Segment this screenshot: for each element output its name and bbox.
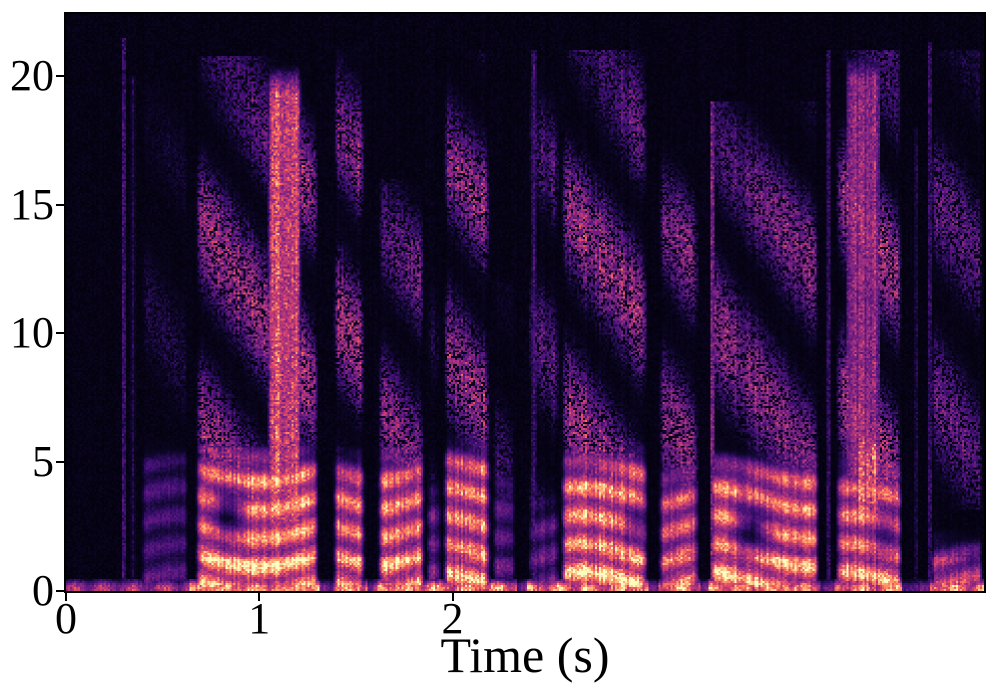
x-tick-label: 2 <box>441 594 464 643</box>
x-tick <box>451 593 454 601</box>
y-tick-label: 20 <box>10 50 54 100</box>
y-tick-label: 5 <box>32 437 54 487</box>
y-tick-label: 10 <box>10 308 54 358</box>
spectrogram-canvas <box>66 14 984 591</box>
x-tick <box>258 593 261 601</box>
y-tick <box>56 590 64 592</box>
x-tick-label: 1 <box>248 594 271 643</box>
y-tick-label: 15 <box>10 179 54 229</box>
plot-area <box>64 12 986 593</box>
y-tick-label: 0 <box>32 566 54 615</box>
y-tick <box>56 74 64 77</box>
x-tick-label: 0 <box>55 594 77 643</box>
y-tick <box>56 461 64 464</box>
x-axis-label: Time (s) <box>440 627 610 683</box>
y-tick <box>56 332 64 335</box>
x-tick <box>65 593 67 601</box>
y-tick <box>56 203 64 206</box>
